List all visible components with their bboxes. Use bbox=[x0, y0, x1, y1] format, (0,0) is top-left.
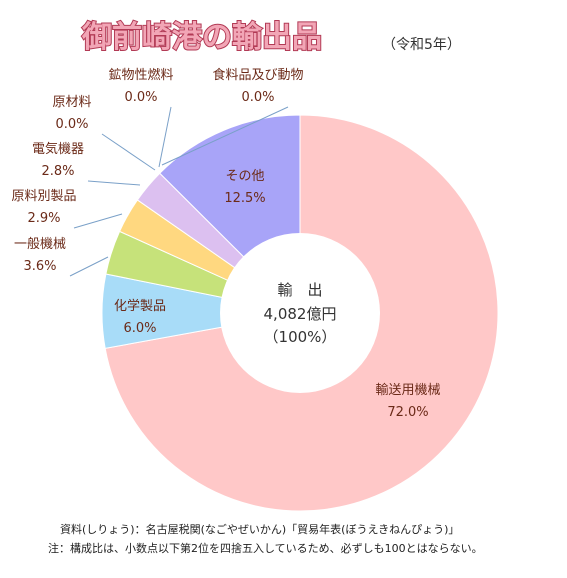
leader-line bbox=[161, 106, 289, 166]
leader-line bbox=[73, 213, 123, 229]
center-label-total: 4,082億円 bbox=[264, 305, 337, 323]
slice-labels: 輸送用機械 72.0% 化学製品 6.0% 一般機械 3.6% 原料別製品 2.9% 電気機器 2… bbox=[11, 67, 440, 420]
slice-value-label: 6.0% bbox=[123, 321, 156, 336]
center-label-title: 輸 出 bbox=[277, 281, 322, 299]
chart-title: 御前崎港の輸出品 bbox=[81, 20, 322, 55]
leader-line bbox=[87, 180, 141, 186]
slice-label: 電気機器 bbox=[32, 141, 84, 157]
slice-label: 食料品及び動物 bbox=[212, 67, 303, 83]
leader-line bbox=[101, 133, 156, 171]
remark-note: 注：構成比は、小数点以下第2位を四捨五入しているため、必ずしも100とはならない… bbox=[48, 541, 483, 555]
leader-line bbox=[69, 256, 109, 277]
slice-label: 原材料 bbox=[52, 95, 91, 110]
center-label-percent: （100%） bbox=[264, 328, 337, 346]
source-note: 資料(しりょう)：名古屋税関(なごやぜいかん)「貿易年表(ぼうえきねんぴょう)」 bbox=[60, 522, 459, 536]
slice-value-label: 0.0% bbox=[241, 90, 274, 105]
leader-lines bbox=[69, 106, 289, 277]
slice-label: 原料別製品 bbox=[11, 189, 76, 204]
chart-subtitle: （令和5年） bbox=[382, 37, 461, 53]
slice-value-label: 72.0% bbox=[387, 405, 428, 420]
slice-label: その他 bbox=[225, 169, 264, 184]
slice-value-label: 0.0% bbox=[124, 90, 157, 105]
slice-label: 鉱物性燃料 bbox=[108, 67, 173, 83]
slice-value-label: 0.0% bbox=[55, 117, 88, 132]
slice-label: 輸送用機械 bbox=[375, 383, 440, 398]
slice-value-label: 3.6% bbox=[23, 259, 56, 274]
slice-label: 一般機械 bbox=[14, 236, 66, 252]
slice-value-label: 2.8% bbox=[41, 164, 74, 179]
donut-hole bbox=[220, 233, 380, 393]
slice-label: 化学製品 bbox=[114, 298, 166, 314]
slice-value-label: 12.5% bbox=[224, 191, 265, 206]
leader-line bbox=[158, 106, 172, 168]
slice-value-label: 2.9% bbox=[27, 211, 60, 226]
